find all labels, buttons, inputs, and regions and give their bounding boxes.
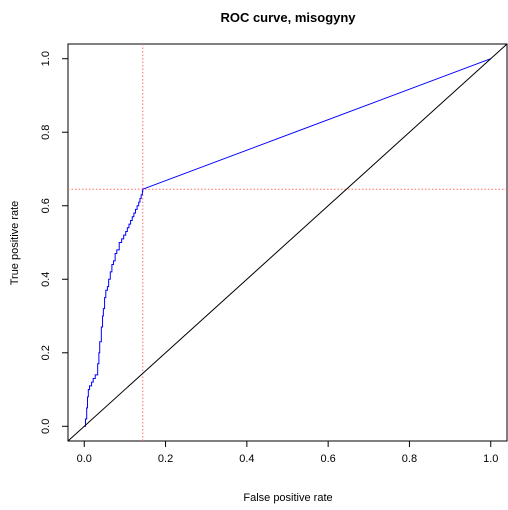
plot-area — [67, 43, 508, 442]
y-axis-label: True positive rate — [9, 201, 21, 286]
y-tick-label: 1.0 — [40, 51, 52, 66]
x-tick-label: 0.8 — [402, 453, 417, 465]
x-tick-label: 0.6 — [320, 453, 335, 465]
y-tick-label: 0.6 — [40, 198, 52, 213]
x-tick-label: 0.4 — [239, 453, 254, 465]
y-tick-label: 0.0 — [40, 419, 52, 434]
x-tick-label: 0.2 — [158, 453, 173, 465]
chart-title: ROC curve, misogyny — [220, 10, 356, 25]
diagonal-reference-line — [67, 43, 508, 442]
y-tick-label: 0.8 — [40, 125, 52, 140]
y-axis: 0.0 0.2 0.4 0.6 0.8 1.0 — [40, 51, 68, 434]
y-tick-label: 0.2 — [40, 345, 52, 360]
plot-frame — [67, 43, 508, 442]
roc-curve-line — [84, 58, 491, 427]
x-axis-label: False positive rate — [243, 492, 332, 504]
x-tick-label: 0.0 — [77, 453, 92, 465]
x-axis: 0.0 0.2 0.4 0.6 0.8 1.0 — [77, 441, 498, 465]
x-tick-label: 1.0 — [483, 453, 498, 465]
y-tick-label: 0.4 — [40, 272, 52, 287]
